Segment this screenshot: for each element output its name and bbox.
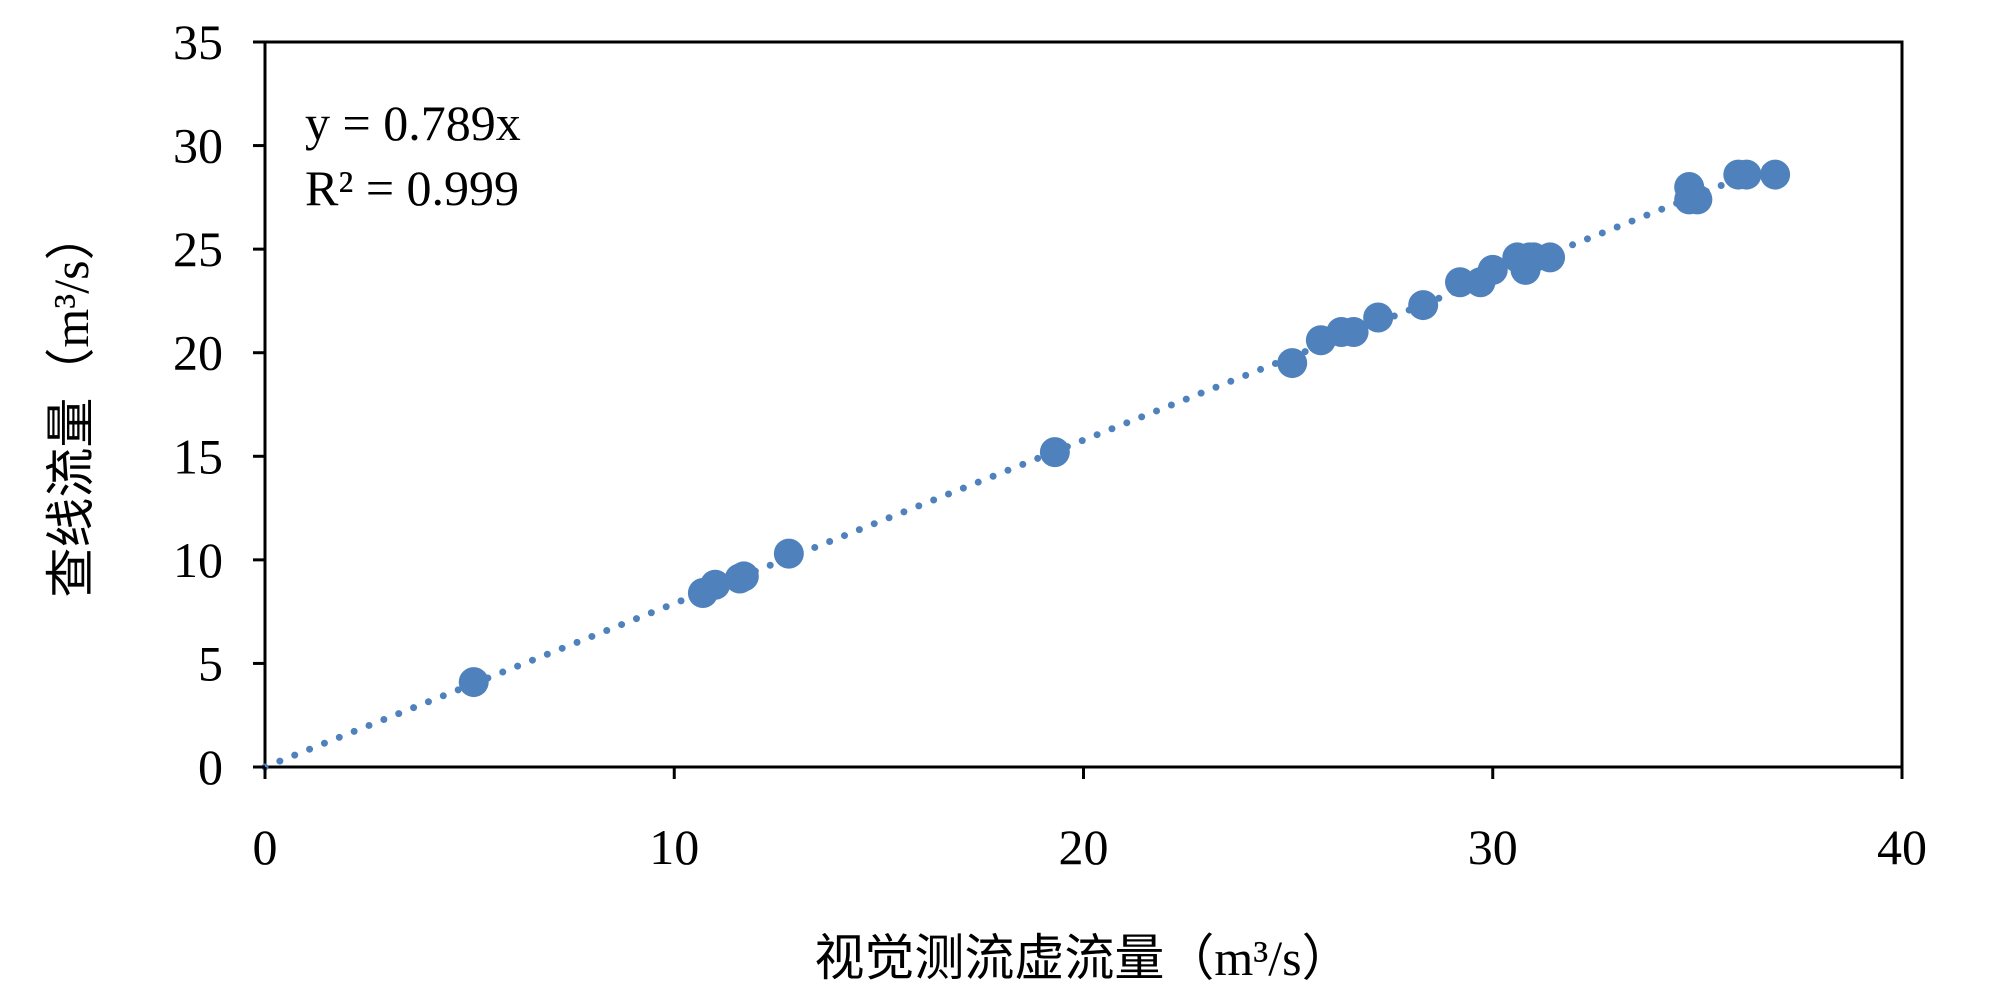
data-point xyxy=(728,561,759,592)
y-tick-label: 25 xyxy=(173,221,223,277)
y-tick-label: 10 xyxy=(173,532,223,588)
y-tick-label: 0 xyxy=(198,739,223,795)
data-point xyxy=(773,538,804,569)
plot-area xyxy=(263,40,1904,769)
y-axis-title: 查线流量（m³/s） xyxy=(43,210,99,597)
data-point xyxy=(458,667,489,698)
y-tick-label: 35 xyxy=(173,14,223,70)
y-tick-label: 30 xyxy=(173,118,223,174)
x-tick-label: 20 xyxy=(1059,819,1109,875)
y-axis-ticks: 0 5 10 15 20 25 30 35 xyxy=(173,14,265,795)
data-point xyxy=(1408,290,1439,321)
data-point xyxy=(1277,348,1308,379)
data-point xyxy=(1338,317,1369,347)
data-point xyxy=(1477,254,1508,285)
data-point xyxy=(1363,302,1394,333)
x-axis-title: 视觉测流虚流量（m³/s） xyxy=(814,930,1351,986)
x-tick-label: 10 xyxy=(649,819,699,875)
data-point xyxy=(1731,159,1762,190)
data-point xyxy=(1535,242,1566,273)
data-point xyxy=(700,569,731,600)
data-point xyxy=(1039,437,1070,468)
y-tick-label: 5 xyxy=(198,635,223,691)
data-point xyxy=(1760,159,1791,190)
equation-label: y = 0.789x xyxy=(305,95,521,151)
x-tick-label: 0 xyxy=(253,819,278,875)
x-tick-label: 30 xyxy=(1468,819,1518,875)
x-axis-ticks: 0 10 20 30 40 xyxy=(253,767,1927,875)
y-tick-label: 20 xyxy=(173,325,223,381)
y-tick-label: 15 xyxy=(173,428,223,484)
r-squared-label: R² = 0.999 xyxy=(305,160,519,216)
x-tick-label: 40 xyxy=(1877,819,1927,875)
data-point xyxy=(1682,184,1713,215)
data-points xyxy=(458,159,1791,698)
